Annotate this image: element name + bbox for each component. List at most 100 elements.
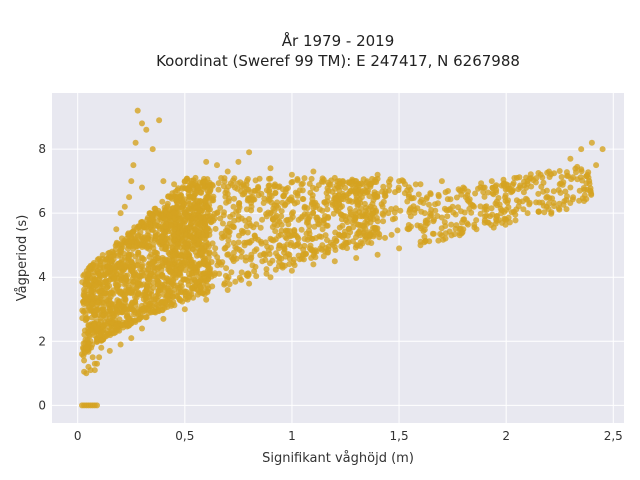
data-point: [263, 270, 270, 277]
data-point: [487, 213, 493, 220]
data-point: [347, 187, 354, 194]
data-point: [276, 254, 283, 261]
data-point: [187, 256, 194, 263]
data-point: [412, 181, 419, 188]
data-point: [481, 184, 488, 191]
data-point: [210, 217, 217, 224]
data-point: [421, 210, 428, 217]
data-point: [256, 206, 263, 213]
data-point: [324, 206, 331, 213]
data-point: [415, 191, 422, 198]
data-point: [160, 178, 167, 185]
data-point: [294, 199, 301, 206]
data-point: [356, 182, 362, 189]
data-point: [366, 232, 373, 239]
data-point: [164, 262, 171, 269]
data-point: [336, 224, 343, 231]
data-point: [188, 180, 195, 187]
data-point: [380, 183, 387, 190]
data-point: [417, 198, 424, 205]
data-point: [212, 225, 219, 232]
x-tick-label: 1: [288, 429, 296, 443]
data-point: [405, 226, 412, 233]
data-point: [481, 219, 488, 226]
data-point: [139, 218, 146, 225]
data-point: [94, 256, 101, 263]
data-point: [550, 199, 557, 206]
data-point: [276, 242, 283, 249]
data-point: [215, 180, 222, 187]
data-point: [169, 264, 175, 271]
data-point: [520, 189, 527, 196]
data-point: [588, 139, 595, 146]
data-point: [258, 190, 265, 197]
data-point: [319, 226, 326, 233]
data-point: [304, 205, 311, 212]
data-point: [114, 297, 121, 304]
data-point: [408, 195, 415, 202]
data-point: [165, 193, 172, 200]
data-point: [97, 278, 104, 285]
data-point: [154, 218, 161, 225]
data-point: [584, 171, 591, 178]
data-point: [204, 204, 210, 211]
data-point: [238, 269, 245, 276]
data-point: [134, 107, 141, 114]
data-point: [174, 293, 181, 300]
data-point: [149, 264, 156, 271]
data-point: [181, 306, 188, 313]
data-point: [84, 315, 91, 322]
data-point: [137, 229, 144, 236]
data-point: [331, 258, 338, 265]
data-point: [170, 232, 177, 239]
data-point: [196, 207, 203, 214]
data-point: [102, 296, 109, 303]
data-point: [206, 212, 213, 219]
data-point: [226, 281, 233, 288]
data-point: [414, 205, 421, 212]
data-point: [92, 263, 98, 270]
data-point: [382, 234, 388, 241]
data-point: [97, 262, 104, 269]
data-point: [273, 202, 280, 209]
data-point: [512, 211, 519, 218]
x-tick-label: 1,5: [390, 429, 409, 443]
data-point: [443, 207, 450, 214]
data-point: [394, 227, 401, 234]
data-point: [140, 256, 147, 263]
data-point: [135, 249, 142, 256]
data-point: [127, 320, 134, 327]
data-point: [130, 307, 137, 314]
data-point: [181, 209, 188, 216]
data-point: [178, 252, 184, 259]
data-point: [301, 175, 308, 182]
data-point: [81, 357, 88, 364]
data-point: [121, 281, 128, 288]
data-point: [209, 283, 216, 290]
data-point: [142, 314, 149, 321]
data-point: [265, 247, 272, 254]
data-point: [348, 211, 354, 218]
data-point: [161, 216, 168, 223]
data-point: [362, 204, 369, 211]
data-point: [238, 253, 245, 260]
data-point: [92, 282, 99, 288]
data-point: [91, 311, 98, 318]
data-point: [131, 269, 138, 276]
data-point: [513, 174, 520, 181]
data-point: [506, 185, 513, 192]
data-point: [324, 222, 331, 229]
data-point: [113, 322, 120, 329]
data-point: [535, 170, 542, 176]
data-point: [272, 228, 279, 235]
data-point: [128, 258, 135, 265]
data-point: [271, 207, 278, 214]
data-point: [429, 230, 436, 237]
data-point: [156, 117, 163, 124]
data-point: [181, 258, 188, 265]
data-point: [121, 203, 128, 210]
data-point: [263, 266, 270, 273]
data-point: [117, 288, 124, 295]
data-point: [160, 315, 167, 322]
data-point: [113, 282, 120, 289]
